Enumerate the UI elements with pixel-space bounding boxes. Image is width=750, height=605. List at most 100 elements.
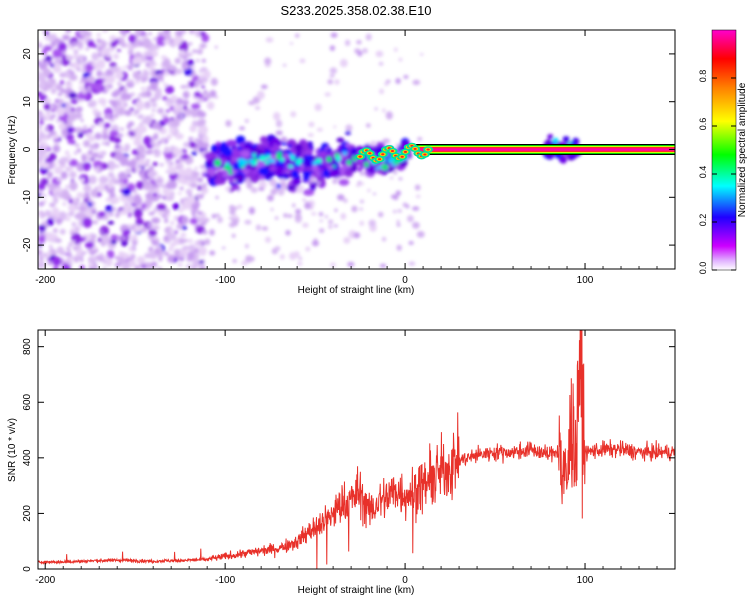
spectrogram-blob — [147, 192, 153, 197]
spectrogram-blob — [322, 169, 330, 177]
spectrogram-blob — [97, 78, 104, 85]
spectrogram-blob — [79, 265, 85, 269]
spectrogram-blob — [51, 88, 56, 93]
spectrogram-blob — [294, 153, 300, 159]
spectrogram-blob — [153, 236, 157, 240]
spectrogram-blob — [187, 195, 196, 205]
spectrogram-blob — [102, 30, 109, 33]
spectrogram-blob — [46, 176, 51, 181]
spectrogram-blob — [268, 140, 275, 148]
spectrogram-blob — [187, 59, 195, 66]
spectrogram-blob — [274, 246, 281, 251]
spectrogram-blob — [272, 183, 278, 188]
spectrogram-blob — [175, 97, 184, 105]
spectrogram-blob — [217, 216, 223, 224]
spectrogram-blob — [66, 81, 71, 84]
spectrogram-blob — [68, 252, 72, 257]
spectrogram-blob — [314, 103, 322, 112]
spectrogram-blob — [303, 170, 312, 178]
spectrogram-blob — [316, 181, 321, 185]
spectrogram-blob — [287, 144, 293, 148]
spectrogram-blob — [182, 99, 189, 106]
spectrogram-blob — [76, 162, 86, 172]
spectrogram-y-tick-label: 20 — [22, 48, 33, 60]
spectrogram-blob — [140, 91, 147, 98]
spectrogram-x-tick-label: -200 — [35, 275, 55, 286]
spectrogram-blob — [225, 162, 230, 167]
spectrogram-blob — [216, 170, 223, 179]
spectrogram-blob — [147, 223, 152, 228]
spectrogram-blob — [106, 187, 115, 194]
spectrogram-blob — [381, 236, 387, 242]
spectrogram-blob — [144, 180, 149, 185]
spectrogram-blob — [156, 73, 164, 81]
spectrogram-blob — [90, 125, 96, 129]
spectrogram-blob — [42, 194, 47, 197]
spectrogram-blob — [267, 194, 274, 202]
spectrogram-blob — [92, 156, 96, 159]
spectrogram-blob — [115, 164, 120, 169]
spectrogram-blob — [52, 256, 62, 267]
spectrogram-blob — [273, 112, 281, 121]
spectrogram-blob — [86, 132, 92, 139]
spectrogram-blob — [307, 133, 314, 137]
spectrogram-blob — [412, 206, 420, 211]
spectrogram-blob — [117, 133, 124, 138]
spectrogram-blob — [365, 33, 372, 41]
spectrogram-blob — [173, 36, 182, 46]
spectrogram-blob — [77, 96, 83, 100]
spectrogram-blob — [94, 113, 100, 118]
spectrogram-blob — [114, 89, 122, 95]
spectrogram-blob — [420, 53, 424, 56]
spectrogram-blob — [328, 224, 333, 229]
spectrogram-blob — [38, 201, 45, 206]
spectrogram-blob — [203, 89, 208, 94]
spectrogram-blob — [72, 256, 78, 260]
snr-series-line — [38, 330, 675, 569]
spectrogram-blob — [63, 102, 72, 112]
spectrogram-blob — [122, 236, 126, 241]
spectrogram-blob — [156, 35, 165, 43]
spectrogram-blob — [48, 244, 53, 248]
spectrogram-blob — [109, 179, 114, 182]
spectrogram-blob — [125, 168, 133, 174]
spectrogram-blob — [180, 253, 186, 259]
spectrogram-blob — [290, 156, 296, 161]
spectrogram-blob — [225, 186, 231, 192]
spectrogram-blob — [195, 59, 201, 63]
spectrogram-blob — [152, 192, 158, 198]
spectrogram-blob — [105, 204, 113, 214]
spectrogram-blob — [309, 176, 316, 183]
spectrogram-blob — [340, 212, 347, 220]
spectrogram-blob — [87, 256, 97, 263]
spectrogram-blob — [295, 208, 302, 215]
spectrogram-blob — [51, 134, 60, 140]
spectrogram-blob — [127, 213, 132, 218]
spectrogram-blob — [97, 183, 105, 192]
spectrogram-blob — [218, 179, 226, 185]
spectrogram-blob — [298, 256, 303, 261]
spectrogram-blob — [76, 192, 85, 198]
spectrogram-blob — [256, 90, 265, 100]
spectrogram-blob — [201, 172, 206, 177]
spectrogram-blob — [156, 238, 160, 242]
spectrogram-blob — [248, 158, 254, 164]
spectrogram-blob — [58, 122, 65, 131]
spectrogram-blob — [43, 103, 51, 111]
spectrogram-blob — [88, 175, 97, 185]
spectrogram-blob — [367, 188, 371, 193]
spectrogram-blob — [148, 170, 154, 175]
spectrogram-blob — [274, 187, 279, 192]
spectrogram-blob — [40, 162, 50, 169]
spectrogram-blob — [145, 62, 150, 68]
spectrogram-blob — [246, 181, 253, 190]
spectrogram-blob — [43, 199, 47, 204]
spectrogram-blob — [334, 208, 338, 212]
spectrogram-blob — [93, 160, 103, 168]
spectrogram-blob — [239, 126, 246, 131]
spectrogram-blob — [127, 79, 134, 84]
spectrogram-blob — [44, 30, 50, 36]
spectrogram-blob — [336, 137, 345, 143]
spectrogram-blob — [381, 163, 389, 171]
